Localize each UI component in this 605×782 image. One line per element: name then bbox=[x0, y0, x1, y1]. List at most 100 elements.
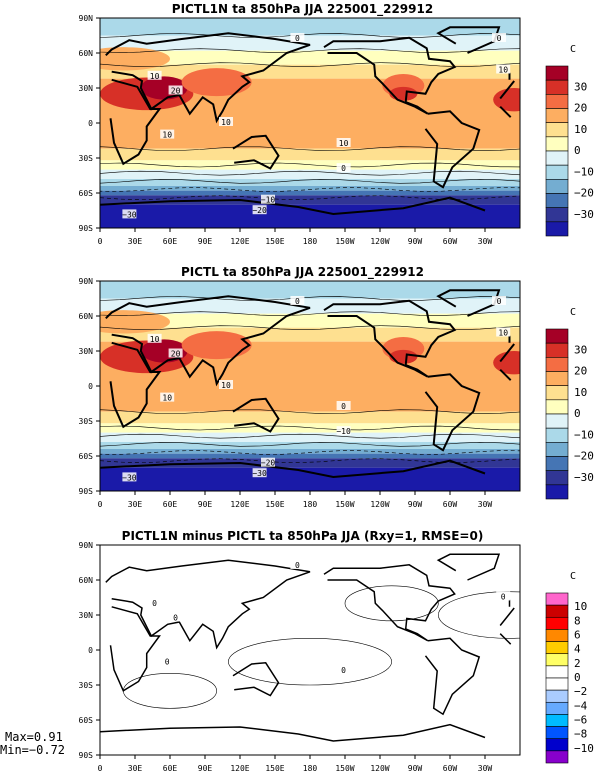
temp-band bbox=[100, 204, 520, 228]
colorbar-swatch bbox=[545, 592, 569, 606]
contour-label: 0 bbox=[341, 164, 346, 173]
temp-band bbox=[100, 432, 520, 442]
lat-tick-label: 60S bbox=[79, 716, 94, 725]
lon-tick-label: 90W bbox=[408, 237, 423, 246]
northAmerica-outline bbox=[323, 36, 457, 115]
lat-tick-label: 30N bbox=[79, 611, 94, 620]
antarctica-outline bbox=[99, 459, 486, 479]
temp-blob bbox=[493, 351, 520, 375]
colorbar-swatch bbox=[545, 726, 569, 740]
colorbar-label: 10 bbox=[574, 123, 587, 136]
contour-label: 0 bbox=[341, 402, 346, 411]
contour-label: 10 bbox=[150, 72, 160, 81]
colorbar-swatch bbox=[545, 94, 569, 109]
contour-label: 10 bbox=[162, 394, 172, 403]
colorbar-label: 0 bbox=[574, 671, 581, 684]
colorbar-units: C bbox=[570, 571, 576, 582]
greenland-outline bbox=[436, 553, 501, 581]
colorbar-swatch bbox=[545, 371, 569, 386]
temp-band bbox=[100, 148, 520, 161]
contour-line bbox=[100, 48, 520, 54]
lon-tick-label: 30E bbox=[128, 237, 143, 246]
contour-label-bg bbox=[219, 117, 233, 126]
contour-label: 10 bbox=[498, 329, 508, 338]
lon-tick-label: 120W bbox=[370, 237, 389, 246]
contour-label: 0 bbox=[173, 614, 178, 623]
lat-tick-label: 90S bbox=[79, 487, 94, 496]
stats-min: Min=−0.72 bbox=[0, 743, 66, 757]
contour-line bbox=[100, 146, 520, 151]
lon-tick-label: 0 bbox=[98, 500, 103, 509]
temp-band bbox=[100, 50, 520, 65]
lon-tick-label: 150E bbox=[265, 500, 284, 509]
lon-tick-label: 60E bbox=[163, 237, 178, 246]
contour-label-bg bbox=[168, 348, 183, 358]
contour-label: −20 bbox=[261, 459, 276, 468]
temperature-field bbox=[100, 18, 520, 228]
contour-label: −20 bbox=[252, 206, 267, 215]
temp-band bbox=[100, 190, 520, 196]
contour-label: 10 bbox=[150, 335, 160, 344]
temp-band bbox=[100, 467, 520, 491]
lat-tick-label: 90N bbox=[79, 277, 94, 286]
africa-outline bbox=[109, 78, 515, 166]
lon-tick-label: 150W bbox=[335, 764, 354, 773]
contour-line bbox=[100, 162, 520, 168]
colorbar-swatch bbox=[545, 616, 569, 630]
panel-1-map: 0 10 20 10 10 10 0 −10 −30 −20 0 10 90N 60N 30N 0 30S 60S… bbox=[79, 14, 594, 246]
lon-tick-label: 90E bbox=[198, 764, 213, 773]
colorbar-swatch bbox=[545, 357, 569, 372]
temp-band bbox=[100, 449, 520, 454]
colorbar-swatch bbox=[545, 79, 569, 95]
temp-band bbox=[100, 18, 520, 36]
lon-tick-label: 120W bbox=[370, 764, 389, 773]
panel-3-title: PICTL1N minus PICTL ta 850hPa JJA (Rxy=1… bbox=[121, 529, 484, 543]
lon-tick-label: 60W bbox=[443, 764, 458, 773]
contour-label-bg bbox=[147, 333, 162, 343]
colorbar-swatch bbox=[545, 193, 569, 208]
colorbar-swatch bbox=[545, 427, 569, 443]
lon-tick-label: 180 bbox=[303, 500, 318, 509]
colorbar-label: 30 bbox=[574, 80, 587, 93]
contour-label-bg bbox=[496, 327, 511, 337]
africa-outline bbox=[109, 341, 515, 429]
colorbar-units: C bbox=[570, 307, 576, 318]
lon-tick-label: 30W bbox=[478, 237, 493, 246]
contour-label-bg bbox=[496, 64, 511, 74]
colorbar-label: −2 bbox=[574, 685, 587, 698]
contour-label-bg bbox=[492, 33, 506, 42]
colorbar-swatch bbox=[545, 689, 569, 703]
colorbar-swatch bbox=[545, 136, 569, 152]
lon-tick-label: 120W bbox=[370, 500, 389, 509]
colorbar-swatch bbox=[545, 65, 569, 81]
contour-label: 0 bbox=[497, 297, 502, 306]
colorbar-swatch bbox=[545, 328, 569, 344]
colorbar-label: 20 bbox=[574, 102, 587, 115]
colorbar-label: 20 bbox=[574, 365, 587, 378]
colorbar-label: 6 bbox=[574, 629, 581, 642]
lon-tick-label: 30E bbox=[128, 500, 143, 509]
contour-label-bg bbox=[261, 194, 275, 204]
temp-blob bbox=[181, 68, 252, 97]
colorbar-swatch bbox=[545, 750, 569, 764]
contour-label-bg bbox=[219, 380, 233, 389]
contour-label: 20 bbox=[171, 87, 181, 96]
temp-band bbox=[100, 313, 520, 328]
lon-tick-label: 120E bbox=[230, 764, 249, 773]
contour-line bbox=[100, 170, 520, 176]
temp-band bbox=[100, 186, 520, 191]
temp-blob bbox=[181, 331, 252, 360]
colorbar-label: 10 bbox=[574, 600, 587, 613]
panel-1-title: PICTL1N ta 850hPa JJA 225001_229912 bbox=[171, 2, 434, 16]
antarctica-outline bbox=[99, 196, 486, 216]
contour-label-bg bbox=[290, 296, 305, 305]
colorbar-label: 30 bbox=[574, 343, 587, 356]
colorbar-swatch bbox=[545, 653, 569, 667]
lat-tick-label: 0 bbox=[88, 646, 93, 655]
lat-tick-label: 60N bbox=[79, 576, 94, 585]
colorbar-swatch bbox=[545, 399, 569, 415]
lat-tick-label: 60N bbox=[79, 49, 94, 58]
contour-label: −10 bbox=[336, 427, 351, 436]
contour-label-bg bbox=[252, 468, 267, 478]
contour-line bbox=[100, 311, 520, 317]
